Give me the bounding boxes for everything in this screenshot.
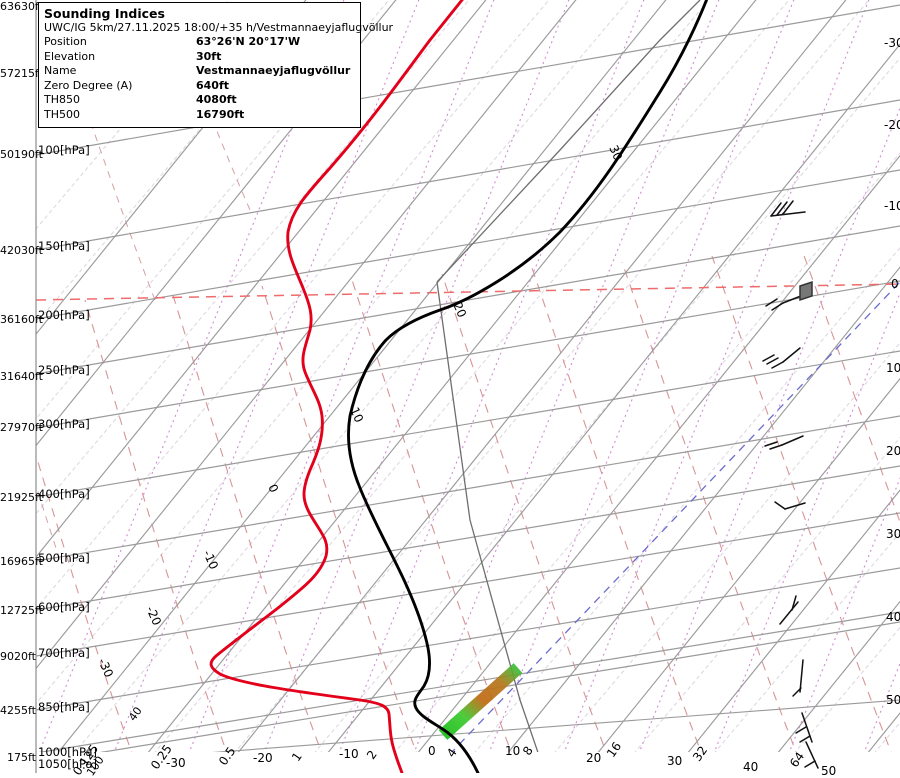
wind-barb	[792, 659, 804, 697]
info-value: 16790ft	[196, 107, 245, 121]
altitude-label: 57215ft	[0, 67, 43, 80]
altitude-label: 175ft	[7, 751, 36, 764]
wind-barb	[774, 501, 806, 510]
right-temp-label: -30	[884, 36, 900, 50]
freezing-level-line	[36, 283, 900, 301]
info-row: Zero Degree (A) 640ft	[44, 79, 356, 94]
pressure-label: 300[hPa]	[38, 417, 90, 431]
altitude-label: 36160ft	[0, 313, 43, 326]
bottom-temp-label: 30	[667, 754, 683, 768]
pressure-label: 700[hPa]	[38, 646, 90, 660]
info-key: Elevation	[44, 49, 96, 63]
info-key: TH500	[44, 107, 80, 121]
wind-barb	[804, 741, 819, 769]
info-row: Position 63°26'N 20°17'W	[44, 35, 356, 50]
bottom-temp-label: 50	[821, 764, 837, 778]
altitude-label: 16965ft	[0, 555, 43, 568]
altitude-label: 9020ft	[0, 650, 36, 663]
bottom-temp-label: -20	[253, 751, 273, 765]
bottom-temp-label: 0	[428, 744, 436, 758]
info-row: TH850 4080ft	[44, 93, 356, 108]
bottom-temp-label: -30	[166, 756, 186, 770]
dewpoint-curve	[209, 0, 464, 773]
info-table: Position 63°26'N 20°17'W Elevation 30ft …	[44, 35, 356, 122]
pressure-label: 500[hPa]	[38, 551, 90, 565]
cloud-layer-bar	[438, 663, 523, 740]
pressure-label: 600[hPa]	[38, 600, 90, 614]
bottom-temp-label: -10	[339, 747, 359, 761]
info-subtitle: UWC/IG 5km/27.11.2025 18:00/+35 h/Vestma…	[44, 21, 394, 34]
info-value: 4080ft	[196, 93, 237, 106]
pressure-label: 100[hPa]	[38, 143, 90, 157]
info-key: Zero Degree (A)	[44, 78, 133, 92]
right-temp-label: 50	[886, 693, 900, 707]
pressure-label: 200[hPa]	[38, 308, 90, 322]
altitude-label: 63630ft	[0, 0, 43, 13]
info-row: Name Vestmannaeyjaflugvöllur	[44, 64, 356, 79]
right-temp-label: 40	[886, 610, 900, 624]
temperature-curve	[347, 0, 709, 773]
altitude-label: 27970ft	[0, 421, 43, 434]
bottom-temp-label: 20	[586, 751, 602, 765]
right-temp-label: 10	[886, 361, 900, 375]
wind-barb	[762, 347, 801, 369]
altitude-label: 21925ft	[0, 491, 43, 504]
parcel-path-line	[451, 281, 900, 752]
bottom-temp-label: 40	[743, 760, 759, 774]
info-title: Sounding Indices	[44, 6, 165, 21]
pressure-label: 850[hPa]	[38, 700, 90, 714]
info-key: TH850	[44, 93, 80, 106]
wind-barb	[779, 595, 799, 625]
pressure-label: 400[hPa]	[38, 487, 90, 501]
info-row: Elevation 30ft	[44, 50, 356, 65]
info-value: 30ft	[196, 49, 222, 63]
pressure-label: 250[hPa]	[38, 363, 90, 377]
bottom-temp-label: 10	[505, 744, 521, 758]
pressure-label: 150[hPa]	[38, 239, 90, 253]
wind-barb	[770, 200, 806, 217]
pressure-label: 1000[hPa]	[38, 745, 97, 759]
altitude-label: 42030ft	[0, 244, 43, 257]
right-temp-label: -10	[884, 199, 900, 213]
right-temp-label: 30	[886, 527, 900, 541]
pressure-label: 1050[hPa]	[38, 757, 97, 771]
info-row: TH500 16790ft	[44, 108, 356, 123]
right-temp-label: 20	[886, 444, 900, 458]
right-temp-label: 0	[891, 277, 899, 291]
altitude-label: 4255ft	[0, 704, 36, 717]
altitude-label: 50190ft	[0, 148, 43, 161]
sounding-indices-box: Sounding Indices UWC/IG 5km/27.11.2025 1…	[38, 2, 394, 128]
info-value: 640ft	[196, 78, 230, 92]
wind-barb	[764, 435, 804, 450]
info-key: Name	[44, 64, 77, 77]
reference-lapse-line	[436, 281, 539, 752]
wind-barb	[765, 280, 813, 311]
info-value: 63°26'N 20°17'W	[196, 35, 301, 48]
reference-lapse-line-upper	[436, 0, 701, 283]
altitude-label: 12725ft	[0, 604, 43, 617]
altitude-label: 31640ft	[0, 370, 43, 383]
wind-barb	[795, 712, 813, 743]
right-temp-label: -20	[884, 118, 900, 132]
info-value: Vestmannaeyjaflugvöllur	[196, 64, 351, 77]
info-key: Position	[44, 35, 87, 48]
